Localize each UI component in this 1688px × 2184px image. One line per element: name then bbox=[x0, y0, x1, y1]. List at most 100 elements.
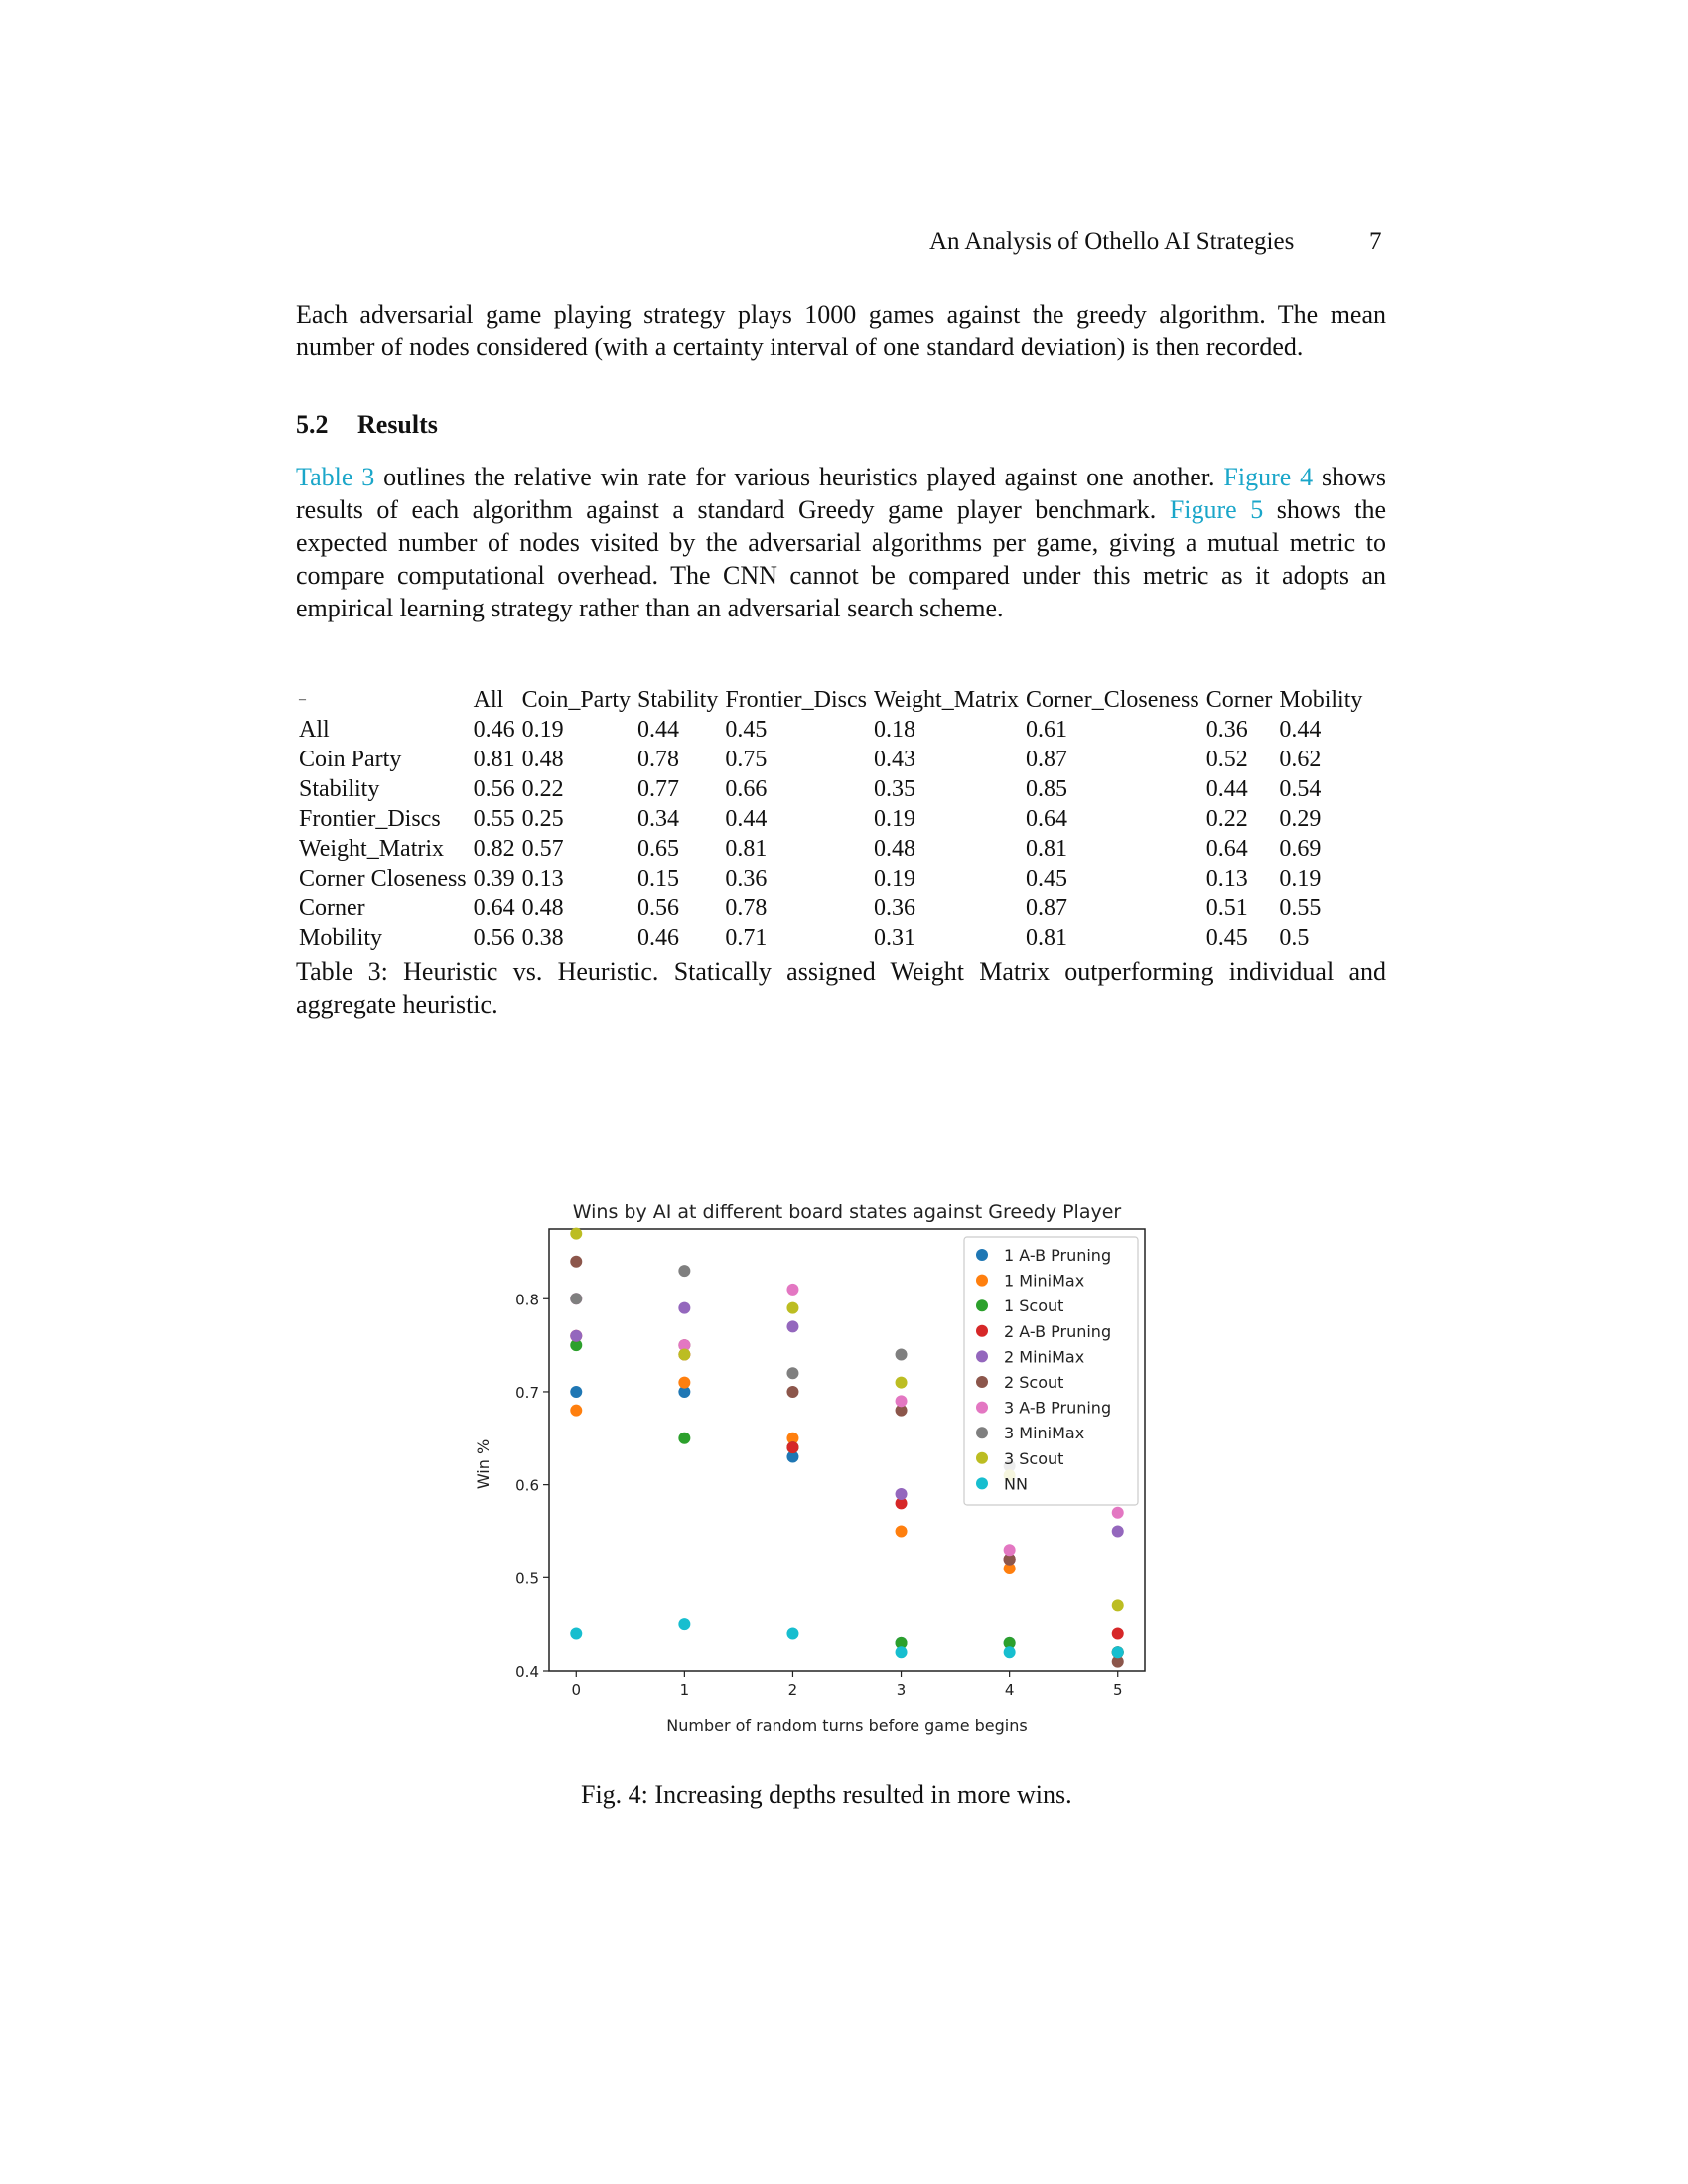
chart-legend: 1 A-B Pruning 1 MiniMax 1 Scout 2 A-B Pruni… bbox=[963, 1236, 1139, 1506]
data-point bbox=[786, 1450, 799, 1463]
legend-marker bbox=[976, 1427, 988, 1439]
table-cell: 0.56 bbox=[473, 776, 515, 802]
column-header: Mobility bbox=[1279, 687, 1363, 713]
table-cell: 0.75 bbox=[725, 747, 768, 772]
row-label: Coin Party bbox=[299, 747, 402, 772]
data-point bbox=[570, 1227, 583, 1240]
table-cell: 0.64 bbox=[473, 895, 515, 921]
column-header: All bbox=[473, 687, 504, 713]
table-cell: 0.22 bbox=[521, 776, 564, 802]
data-point bbox=[678, 1265, 691, 1278]
table-cell: 0.13 bbox=[1205, 866, 1248, 891]
table-cell: 0.69 bbox=[1279, 836, 1322, 862]
table3-link[interactable]: Table 3 bbox=[296, 463, 375, 491]
data-point bbox=[570, 1627, 583, 1640]
table-cell: 0.66 bbox=[725, 776, 768, 802]
table-row: Coin Party 0.81 0.48 0.78 0.75 0.43 0.87 0.52 0.… bbox=[296, 745, 1366, 774]
chart-title: Wins by AI at different board states aga… bbox=[573, 1201, 1122, 1223]
x-tick-label: 4 bbox=[1005, 1681, 1015, 1699]
y-tick-label: 0.8 bbox=[515, 1291, 539, 1308]
wins-scatter-chart: Wins by AI at different board states aga… bbox=[474, 1201, 1146, 1735]
table-cell: 0.36 bbox=[1205, 717, 1248, 743]
table-cell: 0.52 bbox=[1205, 747, 1248, 772]
data-point bbox=[895, 1636, 908, 1649]
x-tick-label: 5 bbox=[1113, 1681, 1123, 1699]
legend-marker bbox=[976, 1324, 988, 1337]
data-point bbox=[678, 1339, 691, 1352]
data-point bbox=[678, 1618, 691, 1631]
y-axis-label: Win % bbox=[474, 1439, 492, 1489]
results-text-b: shows results of each algorithm against … bbox=[296, 463, 1387, 524]
table3-caption: Table 3: Heuristic vs. Heuristic. Static… bbox=[296, 957, 1386, 1019]
data-point bbox=[1111, 1655, 1124, 1668]
table-row: Frontier_Discs 0.55 0.25 0.34 0.44 0.19 0.64 0.… bbox=[296, 804, 1366, 834]
figure4-caption: Fig. 4: Increasing depths resulted in mo… bbox=[581, 1780, 1072, 1809]
data-point bbox=[1003, 1544, 1016, 1557]
table-cell: 0.44 bbox=[1279, 717, 1322, 743]
data-point bbox=[895, 1376, 908, 1389]
table-cell: 0.78 bbox=[725, 895, 768, 921]
data-point bbox=[1003, 1636, 1016, 1649]
table-cell: 0.64 bbox=[1026, 806, 1068, 832]
table-cell: 0.44 bbox=[1205, 776, 1248, 802]
data-point bbox=[1111, 1599, 1124, 1612]
row-label: Corner Closeness bbox=[299, 866, 467, 891]
figure5-link[interactable]: Figure 5 bbox=[1169, 495, 1264, 524]
table-cell: 0.56 bbox=[637, 895, 679, 921]
table-cell: 0.45 bbox=[725, 717, 768, 743]
data-point bbox=[678, 1301, 691, 1314]
data-point bbox=[786, 1385, 799, 1398]
data-point bbox=[678, 1385, 691, 1398]
table-cell: 0.48 bbox=[521, 895, 564, 921]
column-header: Corner bbox=[1205, 687, 1273, 713]
data-point bbox=[678, 1376, 691, 1389]
table-cell: 0.64 bbox=[1205, 836, 1248, 862]
data-point bbox=[1003, 1553, 1016, 1566]
legend-marker bbox=[976, 1477, 988, 1490]
data-point bbox=[895, 1348, 908, 1361]
table-header-row: – All Coin_Party Stability Frontier_Disc… bbox=[296, 685, 1366, 715]
table-cell: 0.65 bbox=[637, 836, 679, 862]
data-point bbox=[786, 1432, 799, 1444]
table-cell: 0.19 bbox=[874, 806, 915, 832]
row-label: Corner bbox=[299, 895, 365, 921]
x-tick-label: 2 bbox=[788, 1681, 798, 1699]
table-cell: 0.45 bbox=[1205, 925, 1248, 951]
row-label: Weight_Matrix bbox=[299, 836, 445, 862]
data-point bbox=[570, 1339, 583, 1352]
plot-frame bbox=[548, 1228, 1146, 1672]
column-header: Coin_Party bbox=[521, 687, 631, 713]
y-tick-label: 0.4 bbox=[515, 1663, 539, 1681]
table-cell: 0.43 bbox=[874, 747, 915, 772]
y-tick-label: 0.6 bbox=[515, 1477, 539, 1495]
x-axis-label: Number of random turns before game begin… bbox=[666, 1716, 1027, 1735]
legend-label: 1 Scout bbox=[1004, 1297, 1063, 1315]
running-header-title: An Analysis of Othello AI Strategies bbox=[929, 228, 1295, 255]
data-point bbox=[1111, 1525, 1124, 1538]
results-text-a: outlines the relative win rate for vario… bbox=[374, 463, 1224, 491]
table-cell: 0.15 bbox=[637, 866, 679, 891]
data-point bbox=[1003, 1562, 1016, 1574]
data-point bbox=[895, 1497, 908, 1510]
y-tick-label: 0.7 bbox=[515, 1384, 539, 1402]
table-cell: 0.36 bbox=[725, 866, 768, 891]
table-cell: 0.19 bbox=[874, 866, 915, 891]
table-row: Stability 0.56 0.22 0.77 0.66 0.35 0.85 0.44 0.5… bbox=[296, 774, 1366, 804]
table-cell: 0.22 bbox=[1205, 806, 1248, 832]
data-point bbox=[570, 1293, 583, 1305]
table-cell: 0.87 bbox=[1026, 895, 1068, 921]
data-point bbox=[786, 1441, 799, 1454]
table-cell: 0.45 bbox=[1026, 866, 1068, 891]
figure4-link[interactable]: Figure 4 bbox=[1223, 463, 1314, 491]
table-cell: 0.81 bbox=[1026, 925, 1068, 951]
table-cell: 0.87 bbox=[1026, 747, 1068, 772]
table-cell: 0.18 bbox=[874, 717, 915, 743]
legend-marker bbox=[976, 1274, 988, 1287]
table-cell: 0.81 bbox=[725, 836, 768, 862]
table-cell: 0.51 bbox=[1205, 895, 1248, 921]
table-cell: 0.55 bbox=[473, 806, 515, 832]
page-number: 7 bbox=[1369, 228, 1382, 255]
data-point bbox=[786, 1301, 799, 1314]
data-point bbox=[786, 1367, 799, 1380]
x-tick-label: 3 bbox=[897, 1681, 907, 1699]
